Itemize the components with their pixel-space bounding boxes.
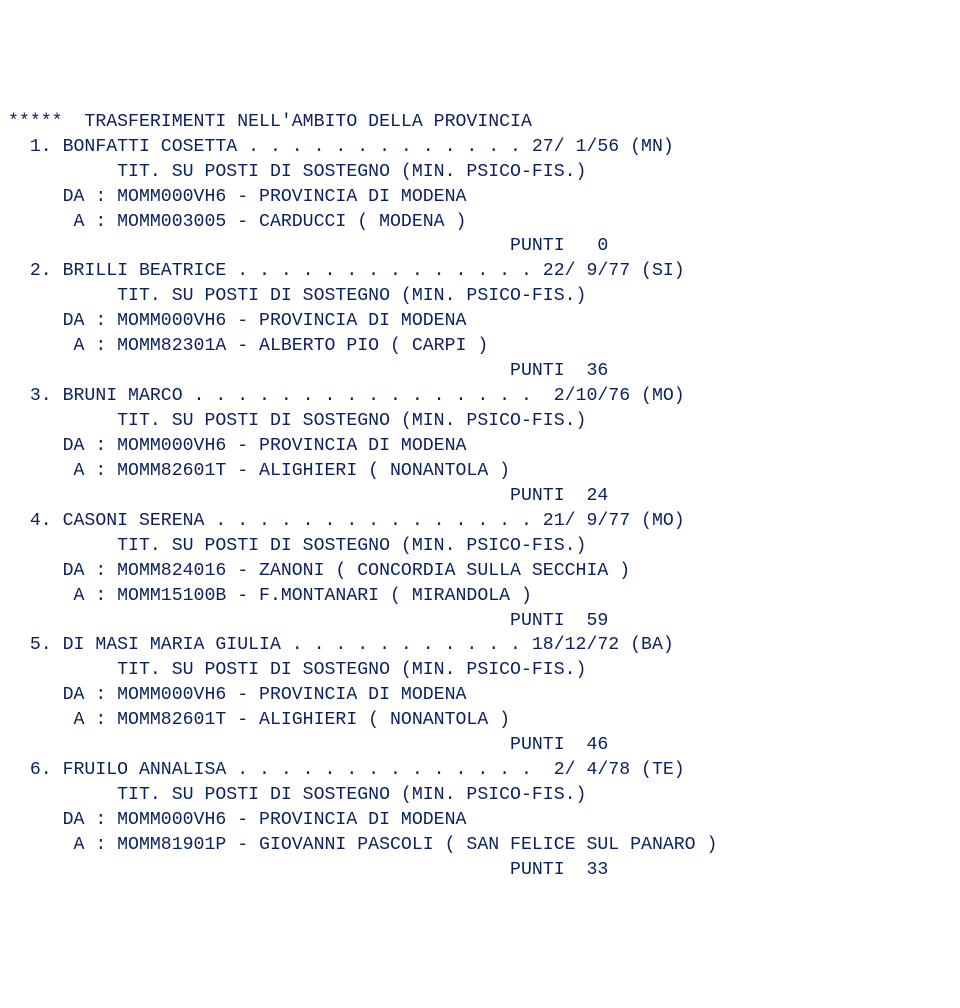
text-line: A : MOMM003005 - CARDUCCI ( MODENA ) (8, 210, 952, 235)
text-line: ***** TRASFERIMENTI NELL'AMBITO DELLA PR… (8, 110, 952, 135)
text-line: TIT. SU POSTI DI SOSTEGNO (MIN. PSICO-FI… (8, 409, 952, 434)
text-line: TIT. SU POSTI DI SOSTEGNO (MIN. PSICO-FI… (8, 160, 952, 185)
text-line: TIT. SU POSTI DI SOSTEGNO (MIN. PSICO-FI… (8, 658, 952, 683)
text-line: 3. BRUNI MARCO . . . . . . . . . . . . .… (8, 384, 952, 409)
text-line: 6. FRUILO ANNALISA . . . . . . . . . . .… (8, 758, 952, 783)
text-line: PUNTI 33 (8, 858, 952, 883)
text-line: PUNTI 59 (8, 609, 952, 634)
text-line: DA : MOMM824016 - ZANONI ( CONCORDIA SUL… (8, 559, 952, 584)
text-line: DA : MOMM000VH6 - PROVINCIA DI MODENA (8, 309, 952, 334)
text-line: DA : MOMM000VH6 - PROVINCIA DI MODENA (8, 434, 952, 459)
text-line: TIT. SU POSTI DI SOSTEGNO (MIN. PSICO-FI… (8, 534, 952, 559)
text-line: PUNTI 46 (8, 733, 952, 758)
document-body: ***** TRASFERIMENTI NELL'AMBITO DELLA PR… (8, 110, 952, 883)
text-line: DA : MOMM000VH6 - PROVINCIA DI MODENA (8, 185, 952, 210)
text-line: A : MOMM81901P - GIOVANNI PASCOLI ( SAN … (8, 833, 952, 858)
text-line: A : MOMM82301A - ALBERTO PIO ( CARPI ) (8, 334, 952, 359)
text-line: 1. BONFATTI COSETTA . . . . . . . . . . … (8, 135, 952, 160)
text-line: 4. CASONI SERENA . . . . . . . . . . . .… (8, 509, 952, 534)
text-line: TIT. SU POSTI DI SOSTEGNO (MIN. PSICO-FI… (8, 284, 952, 309)
text-line: PUNTI 0 (8, 234, 952, 259)
text-line: A : MOMM82601T - ALIGHIERI ( NONANTOLA ) (8, 708, 952, 733)
text-line: PUNTI 36 (8, 359, 952, 384)
text-line: A : MOMM82601T - ALIGHIERI ( NONANTOLA ) (8, 459, 952, 484)
text-line: DA : MOMM000VH6 - PROVINCIA DI MODENA (8, 808, 952, 833)
text-line: A : MOMM15100B - F.MONTANARI ( MIRANDOLA… (8, 584, 952, 609)
text-line: DA : MOMM000VH6 - PROVINCIA DI MODENA (8, 683, 952, 708)
text-line: 2. BRILLI BEATRICE . . . . . . . . . . .… (8, 259, 952, 284)
text-line: TIT. SU POSTI DI SOSTEGNO (MIN. PSICO-FI… (8, 783, 952, 808)
text-line: 5. DI MASI MARIA GIULIA . . . . . . . . … (8, 633, 952, 658)
text-line: PUNTI 24 (8, 484, 952, 509)
